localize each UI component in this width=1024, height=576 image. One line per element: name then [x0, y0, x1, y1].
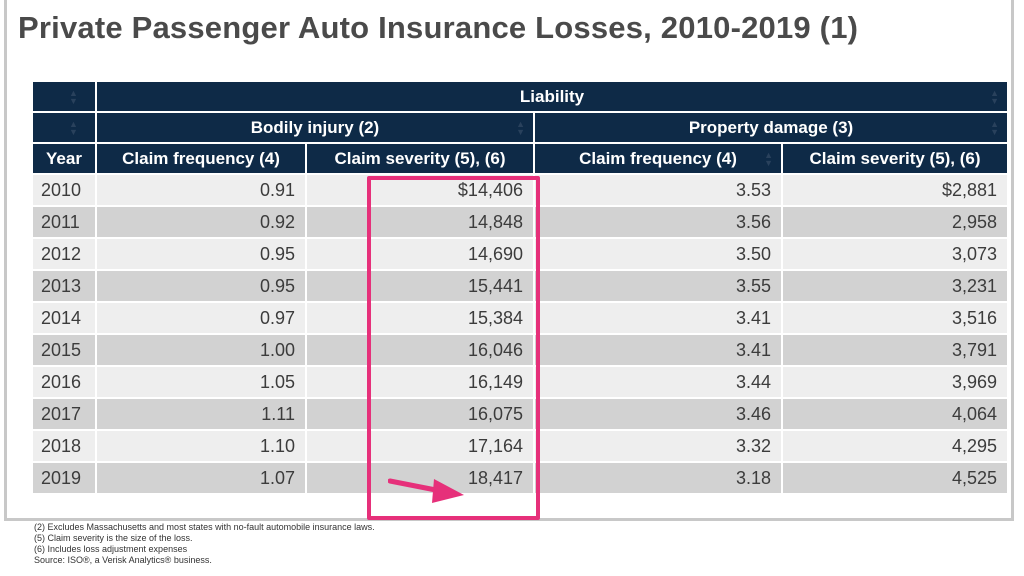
cell-pd-frequency: 3.53: [535, 175, 781, 205]
header-pd-claim-frequency: Claim frequency (4) ▲ ▼: [535, 144, 781, 173]
cell-year: 2015: [33, 335, 95, 365]
cell-pd-frequency: 3.18: [535, 463, 781, 493]
cell-pd-severity: 4,064: [783, 399, 1008, 429]
header-liability-label: Liability: [519, 86, 585, 106]
cell-bi-frequency: 0.92: [97, 207, 305, 237]
cell-bi-frequency: 0.95: [97, 271, 305, 301]
cell-year: 2013: [33, 271, 95, 301]
footnote: (2) Excludes Massachusetts and most stat…: [34, 522, 375, 532]
header-pd-claim-severity: Claim severity (5), (6): [783, 144, 1008, 173]
cell-year: 2010: [33, 175, 95, 205]
cell-pd-severity: 3,516: [783, 303, 1008, 333]
sort-arrows-icon[interactable]: ▲ ▼: [990, 87, 1000, 106]
header-bodily-injury: Bodily injury (2) ▲ ▼: [97, 113, 533, 142]
severity-highlight-box: [367, 176, 540, 520]
cell-pd-frequency: 3.32: [535, 431, 781, 461]
cell-year: 2014: [33, 303, 95, 333]
cell-bi-severity: 16,046: [307, 335, 533, 365]
cell-bi-severity: 16,075: [307, 399, 533, 429]
cell-pd-severity: 2,958: [783, 207, 1008, 237]
header-liability: Liability ▲ ▼: [97, 82, 1008, 111]
cell-pd-severity: 3,791: [783, 335, 1008, 365]
header-property-damage-label: Property damage (3): [688, 117, 854, 137]
header-row-groups: ▲ ▼ Bodily injury (2) ▲ ▼ Property damage …: [33, 113, 1008, 142]
header-corner-1: ▲ ▼: [33, 82, 95, 111]
cell-bi-severity: $14,406: [307, 175, 533, 205]
cell-year: 2012: [33, 239, 95, 269]
cell-bi-severity: 15,441: [307, 271, 533, 301]
cell-year: 2019: [33, 463, 95, 493]
header-property-damage: Property damage (3) ▲ ▼: [535, 113, 1008, 142]
cell-pd-frequency: 3.56: [535, 207, 781, 237]
cell-bi-frequency: 1.11: [97, 399, 305, 429]
cell-bi-severity: 17,164: [307, 431, 533, 461]
arrow-right-icon: [388, 478, 464, 503]
header-pd-claim-frequency-label: Claim frequency (4): [579, 148, 737, 168]
cell-pd-severity: 3,231: [783, 271, 1008, 301]
header-bi-claim-severity: Claim severity (5), (6): [307, 144, 533, 173]
header-corner-2: ▲ ▼: [33, 113, 95, 142]
cell-pd-frequency: 3.50: [535, 239, 781, 269]
cell-bi-severity: 16,149: [307, 367, 533, 397]
sort-arrows-icon[interactable]: ▲ ▼: [516, 118, 525, 137]
cell-pd-frequency: 3.41: [535, 303, 781, 333]
table-row: 2010 0.91 $14,406 3.53 $2,881: [33, 175, 1008, 205]
cell-bi-frequency: 1.07: [97, 463, 305, 493]
table-row: 2014 0.97 15,384 3.41 3,516: [33, 303, 1008, 333]
header-year: Year: [33, 144, 95, 173]
cell-bi-frequency: 1.10: [97, 431, 305, 461]
cell-pd-severity: 4,525: [783, 463, 1008, 493]
footnote: (6) Includes loss adjustment expenses: [34, 544, 188, 554]
table-row: 2012 0.95 14,690 3.50 3,073: [33, 239, 1008, 269]
cell-bi-severity: 14,690: [307, 239, 533, 269]
footnote: (5) Claim severity is the size of the lo…: [34, 533, 193, 543]
cell-year: 2018: [33, 431, 95, 461]
cell-year: 2016: [33, 367, 95, 397]
cell-year: 2017: [33, 399, 95, 429]
cell-bi-severity: 15,384: [307, 303, 533, 333]
header-bi-claim-frequency: Claim frequency (4): [97, 144, 305, 173]
sort-arrows-icon[interactable]: ▲ ▼: [69, 118, 78, 137]
cell-bi-frequency: 1.00: [97, 335, 305, 365]
insurance-losses-table: ▲ ▼ Liability ▲ ▼ ▲ ▼ Bodily injury (2) ▲ ▼ …: [31, 80, 1009, 495]
table-row: 2011 0.92 14,848 3.56 2,958: [33, 207, 1008, 237]
cell-pd-severity: 4,295: [783, 431, 1008, 461]
cell-pd-frequency: 3.46: [535, 399, 781, 429]
cell-bi-frequency: 0.91: [97, 175, 305, 205]
table-row: 2016 1.05 16,149 3.44 3,969: [33, 367, 1008, 397]
table-row: 2018 1.10 17,164 3.32 4,295: [33, 431, 1008, 461]
cell-pd-severity: 3,073: [783, 239, 1008, 269]
cell-pd-severity: 3,969: [783, 367, 1008, 397]
sort-arrows-icon[interactable]: ▲ ▼: [69, 87, 78, 106]
cell-bi-severity: 14,848: [307, 207, 533, 237]
cell-bi-frequency: 0.97: [97, 303, 305, 333]
cell-year: 2011: [33, 207, 95, 237]
sort-arrows-icon[interactable]: ▲ ▼: [990, 118, 1000, 137]
footnotes: (2) Excludes Massachusetts and most stat…: [34, 522, 375, 566]
header-bodily-injury-label: Bodily injury (2): [250, 117, 380, 137]
cell-bi-frequency: 1.05: [97, 367, 305, 397]
cell-pd-frequency: 3.44: [535, 367, 781, 397]
page-title: Private Passenger Auto Insurance Losses,…: [18, 10, 859, 45]
cell-pd-frequency: 3.41: [535, 335, 781, 365]
table-row: 2019 1.07 18,417 3.18 4,525: [33, 463, 1008, 493]
footnote-source: Source: ISO®, a Verisk Analytics® busine…: [34, 555, 212, 565]
table-row: 2017 1.11 16,075 3.46 4,064: [33, 399, 1008, 429]
table-row: 2015 1.00 16,046 3.41 3,791: [33, 335, 1008, 365]
sort-arrows-icon[interactable]: ▲ ▼: [764, 149, 773, 168]
cell-pd-severity: $2,881: [783, 175, 1008, 205]
cell-pd-frequency: 3.55: [535, 271, 781, 301]
cell-bi-frequency: 0.95: [97, 239, 305, 269]
header-row-liability: ▲ ▼ Liability ▲ ▼: [33, 82, 1008, 111]
table-row: 2013 0.95 15,441 3.55 3,231: [33, 271, 1008, 301]
header-row-columns: Year Claim frequency (4) Claim severity …: [33, 144, 1008, 173]
